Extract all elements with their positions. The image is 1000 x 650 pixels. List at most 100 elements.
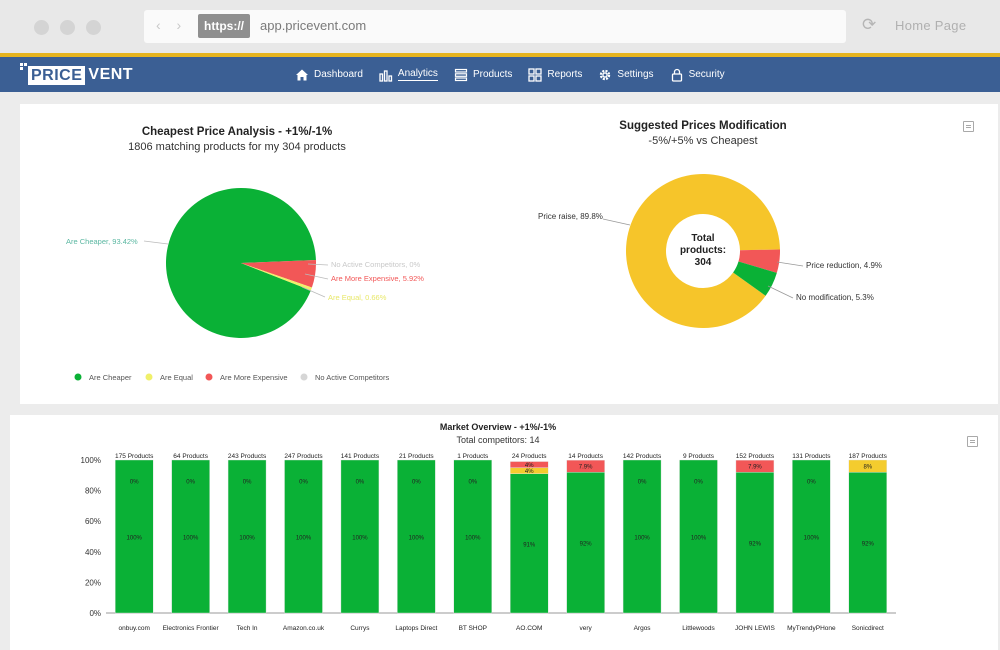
y-tick-label: 20%	[85, 578, 101, 587]
home-page-link[interactable]: Home Page	[895, 18, 967, 33]
bar-top-label: 9 Products	[683, 453, 715, 460]
bar-label-yellow: 0%	[412, 479, 421, 485]
bar-segment-green[interactable]	[227, 459, 267, 614]
donut-center-line3: 304	[695, 257, 712, 268]
legend1-item[interactable]: Are More Expensive	[220, 373, 288, 382]
menu-item-label: Settings	[617, 69, 654, 80]
bar-segment-green[interactable]	[397, 459, 436, 614]
back-forward-arrows-icon[interactable]: ‹ ›	[156, 17, 188, 33]
bar-label-green: 100%	[296, 536, 312, 542]
legend1-marker	[205, 373, 213, 381]
bar-label-red: 7.9%	[748, 465, 762, 471]
bar-segment-green[interactable]	[284, 459, 323, 614]
menu-item-settings[interactable]: Settings	[598, 57, 654, 92]
donut-center-line1: Total	[691, 233, 714, 244]
x-category-label: onbuy.com	[119, 625, 150, 632]
x-category-label: Argos	[634, 625, 652, 632]
bar-top-label: 24 Products	[512, 453, 547, 460]
menu-item-products[interactable]: Products	[454, 57, 512, 92]
bar-segment-green[interactable]	[792, 459, 831, 614]
x-category-label: Laptops Direct	[395, 625, 437, 632]
bar-segment-green[interactable]	[848, 472, 887, 614]
y-tick-label: 100%	[81, 456, 101, 465]
window-maximize-dot[interactable]	[86, 20, 101, 35]
donut-label: No modification, 5.3%	[796, 293, 874, 302]
grid-icon	[528, 67, 543, 82]
legend1-marker	[145, 373, 153, 381]
bar-segment-green[interactable]	[115, 459, 154, 614]
y-tick-label: 60%	[85, 517, 101, 526]
pie1-connector	[307, 263, 329, 266]
market-overview-svg: Market Overview - +1%/-1% Total competito…	[81, 422, 896, 632]
donut-label: Price reduction, 4.9%	[806, 261, 882, 270]
bar-top-label: 64 Products	[173, 453, 208, 460]
bar-chart-icon	[379, 69, 393, 82]
chart3-title: Market Overview - +1%/-1%	[440, 422, 556, 432]
x-category-label: JOHN LEWIS	[735, 625, 775, 632]
legend1-item[interactable]: No Active Competitors	[315, 373, 389, 382]
pie1-slice-are-equal[interactable]	[241, 263, 312, 291]
menu-item-security[interactable]: Security	[670, 57, 725, 92]
pie1-label: Are Cheaper, 93.42%	[66, 237, 138, 246]
window-close-dot[interactable]	[34, 20, 49, 35]
donut-slice-price-reduction[interactable]	[738, 249, 780, 273]
donut-connector	[776, 261, 804, 267]
pie1-connector	[304, 273, 329, 280]
donut-slice-price-raise[interactable]	[626, 173, 780, 328]
bar-segment-green[interactable]	[340, 459, 380, 614]
bar-label-green: 91%	[523, 542, 536, 548]
pie1-slice-are-cheaper[interactable]	[166, 188, 316, 339]
bar-label-yellow: 0%	[243, 479, 252, 485]
donut-connector	[767, 285, 794, 299]
pricevent-logo[interactable]: PRICE VENT	[20, 63, 133, 85]
bar-segment-green[interactable]	[566, 472, 605, 614]
bar-segment-red[interactable]	[735, 459, 775, 473]
bar-top-label: 187 Products	[849, 453, 888, 460]
bar-segment-green[interactable]	[171, 459, 210, 614]
legend1-item[interactable]: Are Equal	[160, 373, 193, 382]
bar-segment-red[interactable]	[510, 461, 549, 468]
chart-menu-icon[interactable]	[963, 121, 974, 132]
bar-label-green: 100%	[634, 536, 650, 542]
pie1-label: No Active Competitors, 0%	[331, 260, 421, 269]
window-minimize-dot[interactable]	[60, 20, 75, 35]
x-category-label: Currys	[350, 625, 370, 632]
menu-item-label: Dashboard	[314, 69, 363, 80]
chart3-subtitle: Total competitors: 14	[456, 435, 539, 445]
menu-item-label: Reports	[547, 69, 583, 80]
lock-icon	[671, 68, 682, 82]
bar-segment-red[interactable]	[566, 459, 605, 473]
bar-segment-yellow[interactable]	[848, 459, 887, 473]
legend1-item[interactable]: Are Cheaper	[89, 373, 132, 382]
menu-item-analytics[interactable]: Analytics	[379, 57, 438, 92]
chart-menu-icon-2[interactable]	[967, 436, 978, 447]
chart1-title: Cheapest Price Analysis - +1%/-1%	[142, 126, 332, 138]
bar-label-yellow: 0%	[356, 479, 365, 485]
bar-segment-green[interactable]	[510, 473, 549, 614]
url-text[interactable]: app.pricevent.com	[260, 18, 367, 33]
bar-label-green: 100%	[465, 536, 481, 542]
app-navbar: PRICE VENT Dashboard Analytics Products Rep…	[0, 57, 1000, 92]
menu-item-dashboard[interactable]: Dashboard	[295, 57, 363, 92]
main-menu: Dashboard Analytics Products Reports Setting…	[295, 57, 741, 92]
home-icon	[296, 69, 308, 80]
pie1-slice-more-expensive[interactable]	[241, 260, 316, 288]
bar-label-green: 92%	[580, 542, 593, 548]
chart1-subtitle: 1806 matching products for my 304 produc…	[128, 141, 346, 153]
bar-segment-green[interactable]	[453, 459, 492, 614]
pie-charts-svg: Cheapest Price Analysis - +1%/-1% 1806 ma…	[66, 120, 882, 382]
bar-segment-green[interactable]	[622, 459, 662, 614]
donut-center-line2: products:	[680, 245, 726, 256]
donut-slice-no-modification[interactable]	[733, 261, 777, 296]
x-category-label: Electronics Frontier	[163, 625, 220, 632]
bar-label-yellow: 8%	[863, 465, 872, 471]
y-tick-label: 0%	[89, 609, 101, 618]
https-badge: https://	[198, 14, 250, 38]
market-overview-panel: Market Overview - +1%/-1% Total competito…	[10, 415, 998, 650]
bar-label-yellow: 0%	[186, 479, 195, 485]
address-bar[interactable]: ‹ › https:// app.pricevent.com	[144, 10, 846, 43]
reload-icon[interactable]: ⟳	[862, 15, 877, 34]
menu-item-reports[interactable]: Reports	[528, 57, 582, 92]
bar-segment-green[interactable]	[679, 459, 718, 614]
x-category-label: Tech In	[237, 625, 258, 632]
